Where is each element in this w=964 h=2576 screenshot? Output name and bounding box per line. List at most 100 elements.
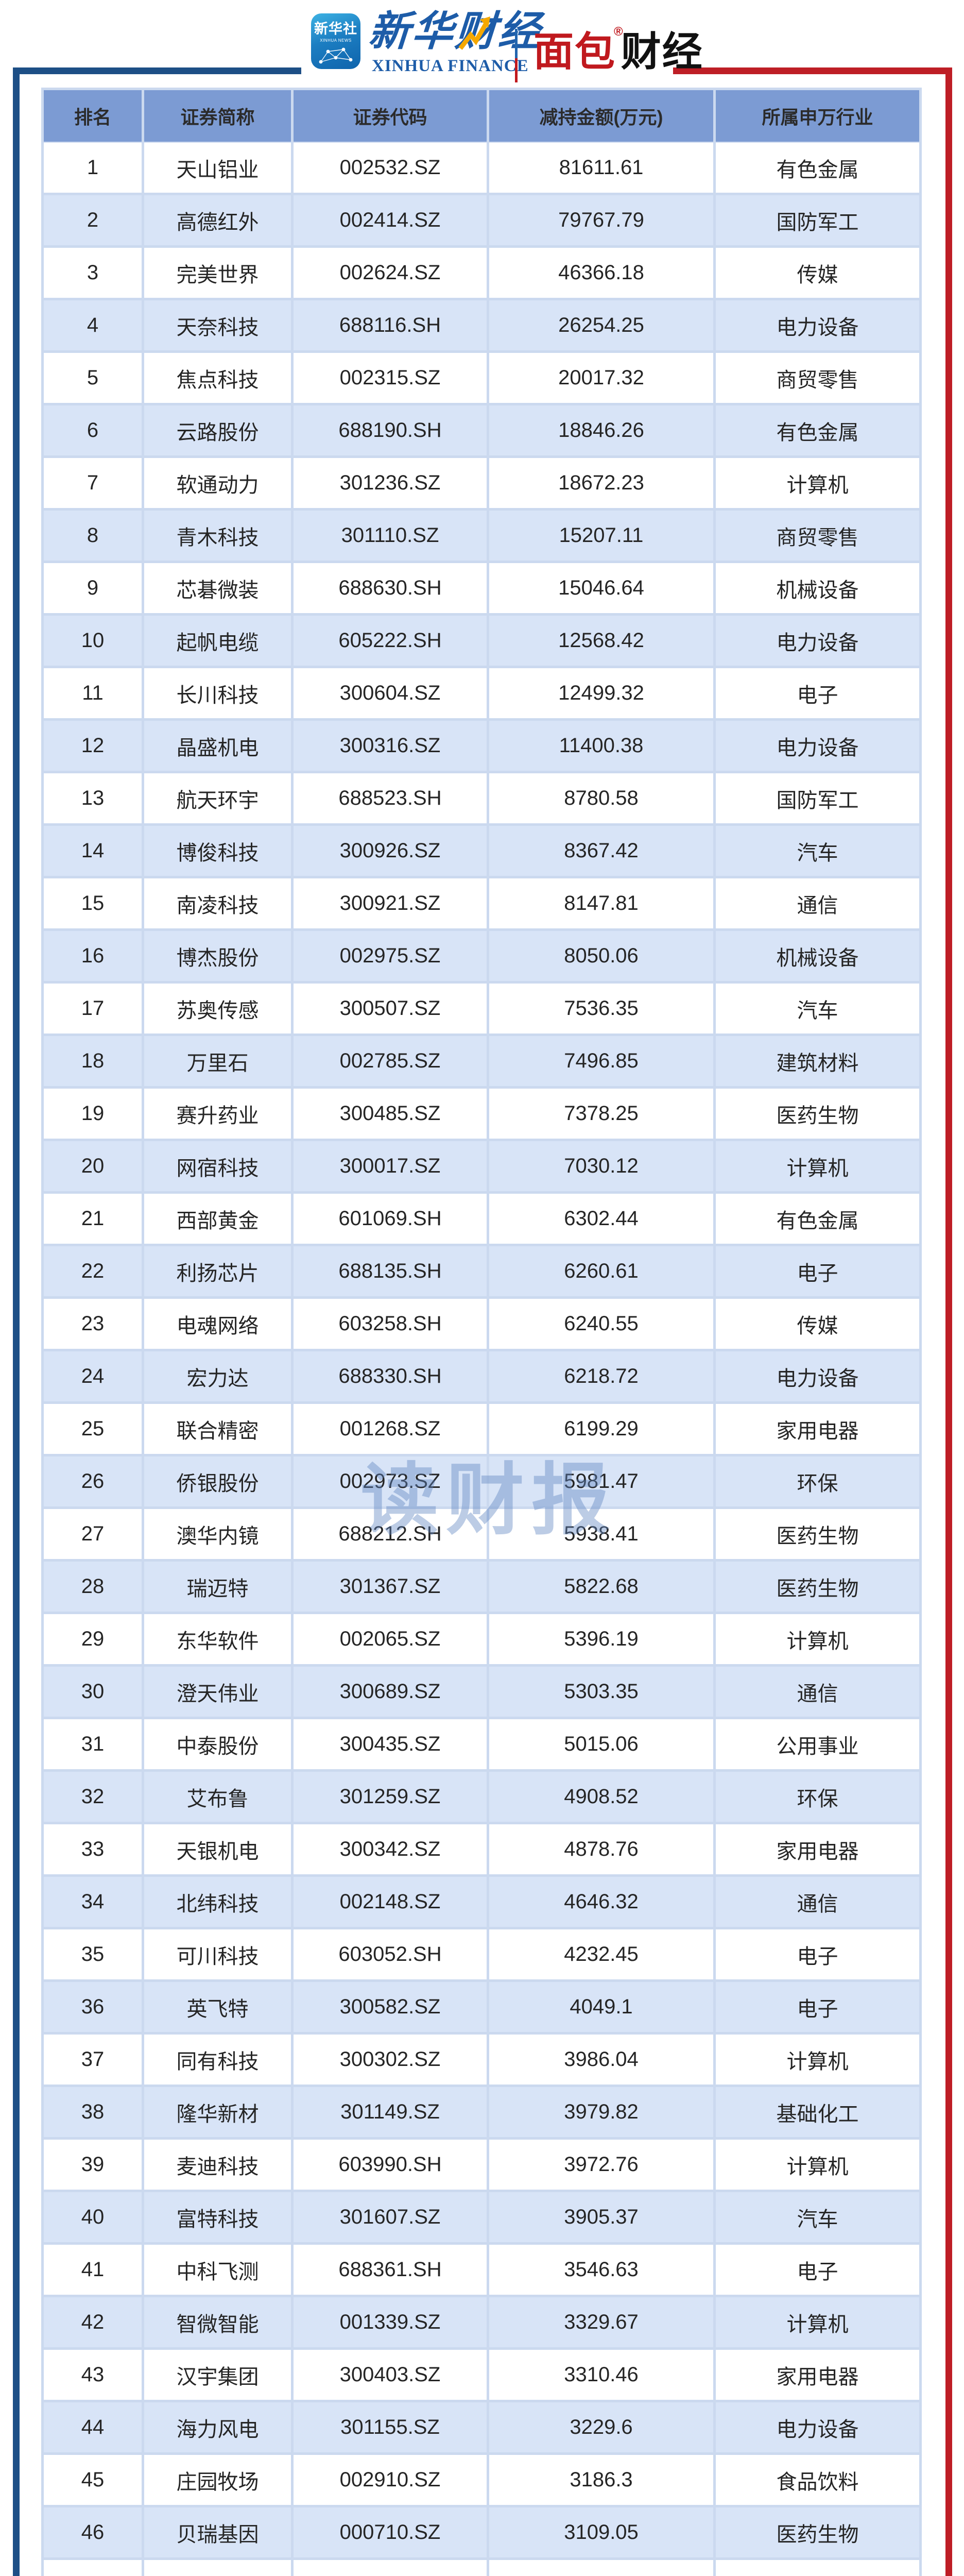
amount-cell: 7030.12 (489, 1141, 713, 1191)
code-cell: 300302.SZ (294, 2035, 487, 2084)
amount-cell: 6302.44 (489, 1194, 713, 1244)
industry-cell: 医药生物 (716, 2507, 919, 2557)
amount-cell: 6260.61 (489, 1246, 713, 1296)
industry-cell: 商贸零售 (716, 511, 919, 561)
name-cell: 隆华新材 (144, 2087, 291, 2137)
code-cell: 300403.SZ (294, 2350, 487, 2400)
code-cell: 688116.SH (294, 300, 487, 350)
name-cell: 天奈科技 (144, 300, 291, 350)
code-cell: 603258.SH (294, 1299, 487, 1349)
rank-cell: 37 (44, 2035, 142, 2084)
code-cell: 301236.SZ (294, 458, 487, 508)
code-cell: 301110.SZ (294, 511, 487, 561)
industry-cell: 通信 (716, 1877, 919, 1927)
name-cell: 中科飞测 (144, 2245, 291, 2295)
bread-finance-logo-red: 面包 (533, 29, 616, 74)
code-cell: 002315.SZ (294, 353, 487, 403)
industry-cell: 建筑材料 (716, 1036, 919, 1086)
industry-cell: 商贸零售 (716, 353, 919, 403)
code-cell: 002148.SZ (294, 1877, 487, 1927)
rank-cell: 5 (44, 353, 142, 403)
industry-cell: 计算机 (716, 458, 919, 508)
name-cell: 天银机电 (144, 1824, 291, 1874)
amount-cell: 5303.35 (489, 1667, 713, 1717)
amount-cell: 8780.58 (489, 773, 713, 823)
industry-cell: 机械设备 (716, 563, 919, 613)
code-cell: 300921.SZ (294, 878, 487, 928)
rank-cell: 39 (44, 2140, 142, 2190)
industry-cell: 计算机 (716, 1614, 919, 1664)
name-cell: 博杰股份 (144, 931, 291, 981)
xinhua-news-app-icon: 新华社 XINHUA NEWS (311, 13, 360, 69)
amount-cell: 5981.47 (489, 1456, 713, 1506)
rank-cell: 2 (44, 195, 142, 245)
name-cell: 赛升药业 (144, 1089, 291, 1139)
industry-cell: 家用电器 (716, 1824, 919, 1874)
industry-cell: 电力设备 (716, 616, 919, 666)
code-cell: 688330.SH (294, 1351, 487, 1401)
industry-cell: 国防军工 (716, 195, 919, 245)
code-cell: 301270.SZ (294, 2560, 487, 2576)
industry-cell: 传媒 (716, 248, 919, 298)
code-cell: 603052.SH (294, 1929, 487, 1979)
name-cell: 宏力达 (144, 1351, 291, 1401)
rank-cell: 4 (44, 300, 142, 350)
code-cell: 301259.SZ (294, 1772, 487, 1822)
amount-cell: 5015.06 (489, 1719, 713, 1769)
name-cell: 软通动力 (144, 458, 291, 508)
rank-cell: 10 (44, 616, 142, 666)
rank-cell: 32 (44, 1772, 142, 1822)
code-cell: 002414.SZ (294, 195, 487, 245)
frame-line-right (945, 67, 952, 2576)
amount-cell: 6218.72 (489, 1351, 713, 1401)
column-header-0: 排名 (44, 90, 142, 142)
rank-cell: 45 (44, 2455, 142, 2505)
code-cell: 601069.SH (294, 1194, 487, 1244)
rank-cell: 35 (44, 1929, 142, 1979)
name-cell: 侨银股份 (144, 1456, 291, 1506)
bread-finance-logo: 面包®财经 (533, 26, 703, 72)
amount-cell: 15207.11 (489, 511, 713, 561)
amount-cell: 5938.41 (489, 1509, 713, 1559)
code-cell: 002624.SZ (294, 248, 487, 298)
xinhua-icon-sublabel: XINHUA NEWS (320, 38, 352, 43)
rank-cell: 46 (44, 2507, 142, 2557)
rank-cell: 19 (44, 1089, 142, 1139)
amount-cell: 4232.45 (489, 1929, 713, 1979)
rank-cell: 11 (44, 668, 142, 718)
amount-cell: 18846.26 (489, 405, 713, 455)
rank-cell: 6 (44, 405, 142, 455)
name-cell: 同有科技 (144, 2035, 291, 2084)
name-cell: 天山铝业 (144, 143, 291, 193)
rank-cell: 8 (44, 511, 142, 561)
industry-cell: 电力设备 (716, 1351, 919, 1401)
name-cell: 云路股份 (144, 405, 291, 455)
rank-cell: 36 (44, 1982, 142, 2032)
xinhua-icon-label: 新华社 (314, 21, 357, 37)
industry-cell: 有色金属 (716, 1194, 919, 1244)
industry-cell: 电子 (716, 1246, 919, 1296)
name-cell: 澳华内镜 (144, 1509, 291, 1559)
code-cell: 688630.SH (294, 563, 487, 613)
amount-cell: 20017.32 (489, 353, 713, 403)
amount-cell: 5822.68 (489, 1562, 713, 1612)
industry-cell: 电子 (716, 668, 919, 718)
code-cell: 301367.SZ (294, 1562, 487, 1612)
name-cell: 长川科技 (144, 668, 291, 718)
frame-line-left (13, 67, 20, 2576)
code-cell: 300926.SZ (294, 826, 487, 876)
code-cell: 300342.SZ (294, 1824, 487, 1874)
code-cell: 300435.SZ (294, 1719, 487, 1769)
rank-cell: 15 (44, 878, 142, 928)
name-cell: 南凌科技 (144, 878, 291, 928)
name-cell: 麦迪科技 (144, 2140, 291, 2190)
industry-cell: 计算机 (716, 1141, 919, 1191)
industry-cell: 电力设备 (716, 300, 919, 350)
name-cell: 瑞迈特 (144, 1562, 291, 1612)
code-cell: 001339.SZ (294, 2297, 487, 2347)
amount-cell: 5396.19 (489, 1614, 713, 1664)
amount-cell: 6240.55 (489, 1299, 713, 1349)
rank-cell: 27 (44, 1509, 142, 1559)
code-cell: 002910.SZ (294, 2455, 487, 2505)
code-cell: 301607.SZ (294, 2192, 487, 2242)
